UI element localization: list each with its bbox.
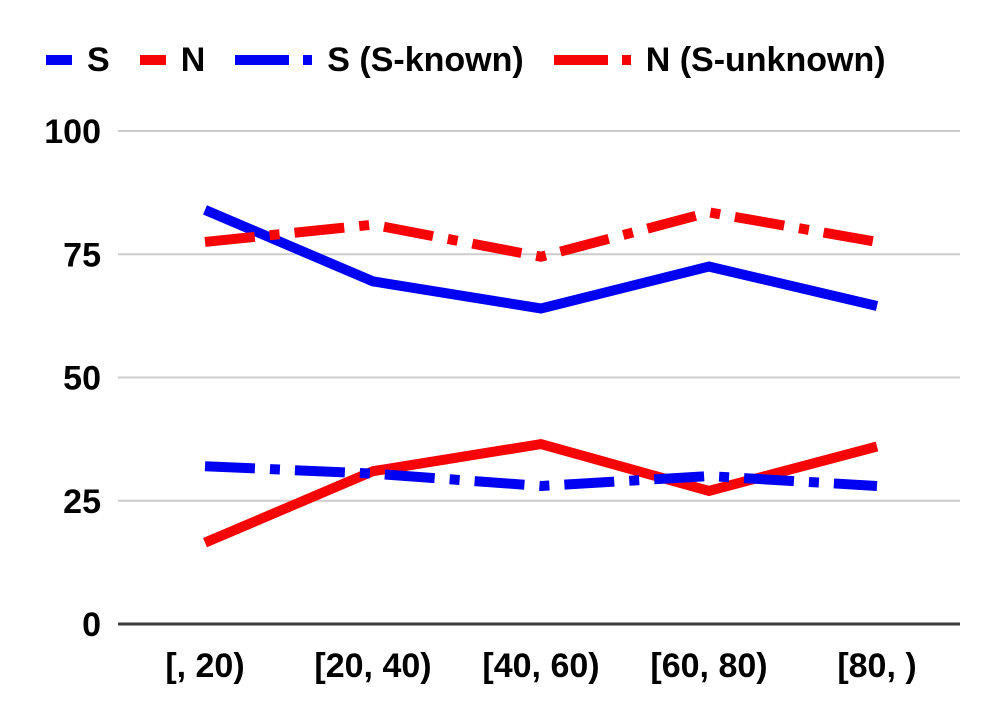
legend-label-s-known: S (S-known) — [327, 41, 524, 79]
swatch-dot — [303, 55, 313, 65]
n-line-swatch-icon — [139, 55, 166, 65]
n-unknown-dashdot-swatch-icon — [553, 55, 631, 65]
s-line-swatch-icon — [46, 55, 72, 65]
y-axis-tick-label: 100 — [44, 113, 101, 151]
s-known-dashdot-swatch-icon — [235, 55, 313, 65]
swatch-dot — [621, 55, 631, 65]
y-axis-tick-label: 0 — [82, 606, 101, 644]
legend-item-s-known: S (S-known) — [235, 41, 524, 79]
y-axis-tick-label: 50 — [63, 360, 101, 398]
legend-item-n: N — [139, 41, 206, 79]
swatch-dash — [553, 55, 608, 65]
x-axis-category-label: [60, 80) — [650, 647, 767, 685]
legend-item-s: S — [46, 43, 110, 77]
x-axis-category-label: [40, 60) — [482, 647, 599, 685]
chart-legend: S N S (S-known) N (S-unknown) — [46, 40, 886, 80]
legend-item-n-unknown: N (S-unknown) — [553, 41, 886, 79]
series-line-s — [203, 205, 879, 314]
legend-label-n-unknown: N (S-unknown) — [645, 41, 886, 79]
legend-label-s: S — [87, 41, 110, 79]
legend-label-n: N — [180, 41, 206, 79]
swatch-dash — [235, 55, 290, 65]
y-axis-tick-label: 25 — [63, 483, 101, 521]
x-axis-category-label: [80, ) — [837, 647, 916, 685]
y-axis-tick-label: 75 — [63, 236, 101, 274]
series-line-n — [203, 438, 879, 548]
x-axis-category-label: [, 20) — [165, 647, 244, 685]
x-axis-category-label: [20, 40) — [314, 647, 431, 685]
series-line-s-s-known — [204, 461, 878, 491]
series-line-n-s-unknown — [204, 207, 878, 262]
